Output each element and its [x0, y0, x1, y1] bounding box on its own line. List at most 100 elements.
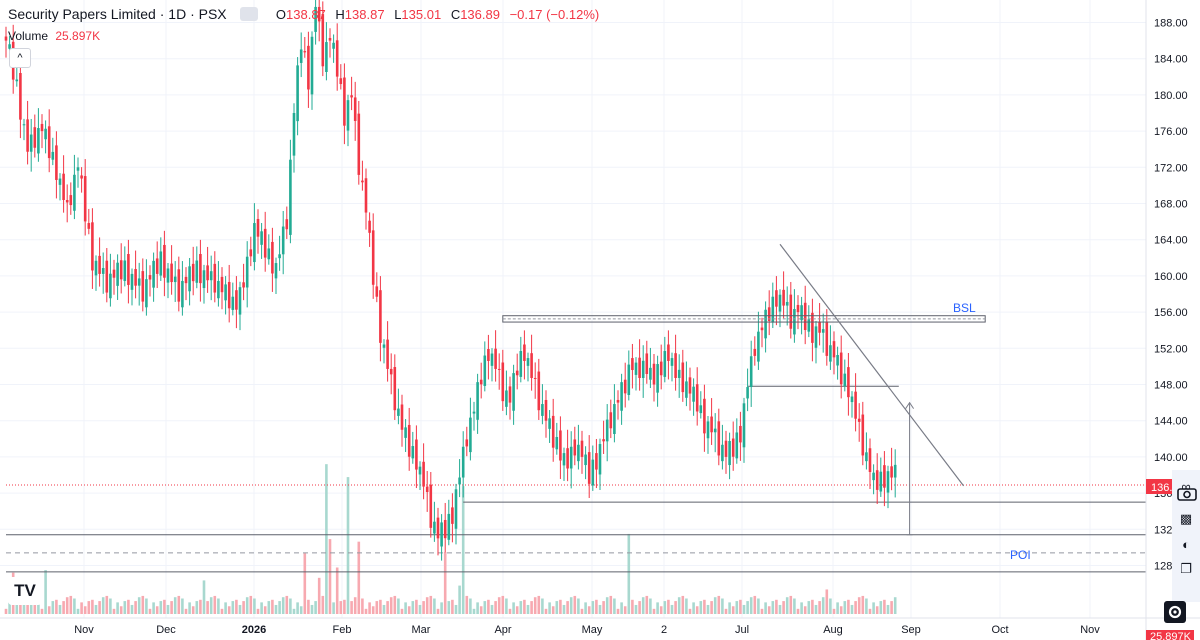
candle-body: [245, 256, 249, 288]
poi-label[interactable]: POI: [1010, 548, 1031, 562]
candle-body: [533, 377, 537, 379]
candle-body: [227, 281, 231, 309]
candle-body: [433, 521, 436, 534]
tradingview-logo[interactable]: TV: [8, 577, 42, 605]
candle-body: [4, 36, 8, 41]
camera-icon[interactable]: [1177, 485, 1197, 501]
volume-bar: [724, 608, 728, 614]
candle-body: [184, 276, 188, 284]
candle-body: [447, 513, 451, 540]
time-tick-label: Feb: [333, 624, 352, 636]
volume-bar: [627, 533, 631, 614]
volume-bar: [753, 595, 757, 614]
volume-bar: [706, 604, 710, 614]
candle-body: [47, 126, 51, 159]
volume-bar: [231, 601, 235, 614]
volume-bar: [674, 601, 677, 614]
volume-bar: [609, 595, 613, 614]
candle-body: [238, 287, 242, 315]
volume-bar: [703, 599, 706, 614]
volume-bar: [692, 602, 695, 614]
copy-icon[interactable]: ❐: [1180, 561, 1192, 576]
volume-bar: [559, 599, 562, 614]
volume-bar: [638, 601, 641, 614]
price-tick-label: 160.00: [1154, 271, 1188, 283]
volume-bar: [274, 604, 278, 614]
volume-bar: [397, 598, 400, 614]
candle-body: [544, 399, 548, 421]
volume-bar: [652, 608, 656, 614]
volume-bar: [515, 606, 519, 614]
volume-bar: [641, 597, 645, 614]
volume-label[interactable]: Volume: [8, 29, 49, 43]
volume-bar: [418, 604, 422, 614]
volume-bar: [141, 595, 145, 614]
candle-body: [559, 430, 562, 461]
price-tick-label: 168.00: [1154, 199, 1188, 211]
candle-body: [569, 446, 573, 469]
candle-body: [357, 113, 361, 175]
volume-bar: [717, 595, 721, 614]
video-camera-icon[interactable]: ▩: [1179, 511, 1193, 526]
time-tick-label: Sep: [901, 624, 921, 636]
volume-bar: [379, 599, 382, 614]
candle-body: [55, 145, 58, 180]
candle-body: [584, 454, 587, 466]
candle-body: [249, 249, 253, 257]
volume-bar: [271, 599, 274, 614]
settings-icon[interactable]: [1164, 601, 1186, 623]
volume-bar: [649, 598, 652, 614]
candle-body: [573, 439, 577, 456]
candle-body: [368, 220, 371, 233]
candle-body: [609, 412, 613, 429]
candle-body: [631, 358, 634, 371]
candle-body: [623, 379, 627, 394]
eye-icon[interactable]: [240, 7, 259, 21]
open-value: 138.87: [286, 7, 326, 22]
volume-bar: [526, 604, 530, 614]
volume-bar: [62, 601, 65, 614]
candle-body: [641, 360, 645, 378]
volume-bar: [803, 606, 807, 614]
candle-body: [137, 278, 141, 286]
candle-body: [875, 470, 879, 490]
candle-body: [220, 276, 224, 293]
candle-body: [87, 223, 91, 229]
low-label: L: [394, 7, 402, 22]
bsl-label[interactable]: BSL: [953, 301, 976, 315]
candle-body: [616, 399, 620, 403]
volume-bar: [123, 601, 127, 614]
trendline: [779, 243, 965, 487]
candle-body: [296, 65, 299, 122]
volume-bar: [357, 541, 361, 614]
candle-body: [530, 353, 533, 378]
volume-bar: [893, 597, 897, 614]
candle-body: [677, 369, 681, 378]
candle-body: [490, 353, 494, 366]
toggle-icon[interactable]: ◐: [1182, 537, 1190, 552]
link-icon[interactable]: ∞: [1181, 479, 1191, 494]
volume-bar: [281, 597, 285, 614]
candle-body: [134, 269, 137, 286]
volume-bar: [109, 598, 112, 614]
volume-bar: [461, 486, 465, 614]
candle-body: [605, 419, 609, 442]
volume-bar: [767, 606, 771, 614]
volume-bar: [404, 602, 407, 614]
collapse-legend-button[interactable]: ^: [9, 48, 31, 68]
volume-bar: [170, 601, 173, 614]
volume-bar: [465, 595, 469, 614]
time-tick-label: 2026: [242, 624, 266, 636]
candle-body: [112, 269, 116, 278]
price-tick-label: 184.00: [1154, 54, 1188, 66]
symbol-title[interactable]: Security Papers Limited · 1D · PSX: [8, 6, 227, 22]
candle-body: [710, 416, 713, 433]
volume-bar: [350, 601, 353, 614]
candle-body: [548, 418, 551, 429]
volume-bar: [469, 598, 472, 614]
candle-body: [386, 339, 389, 369]
candle-body: [868, 448, 872, 472]
candle-body: [717, 421, 721, 456]
volume-bar: [227, 606, 231, 614]
